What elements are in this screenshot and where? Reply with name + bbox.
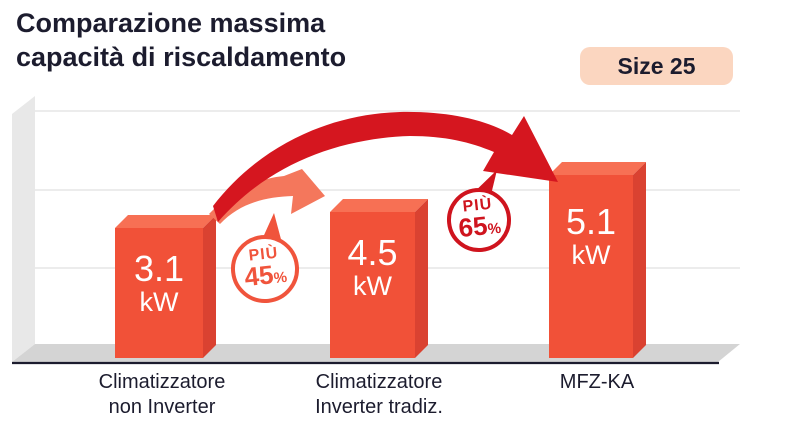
bar-non-inverter-top bbox=[115, 215, 216, 228]
bar-mfz-ka bbox=[549, 162, 646, 358]
page-title-line2: capacità di riscaldamento bbox=[16, 42, 347, 72]
increase-arrow-big bbox=[213, 111, 558, 222]
size-badge-label: Size 25 bbox=[617, 52, 696, 79]
category-label-inverter-tradiz-line2: Inverter tradiz. bbox=[315, 396, 443, 418]
increase-arrow-small bbox=[209, 169, 325, 224]
bar-mfz-ka-front bbox=[549, 175, 633, 358]
bar-non-inverter-side bbox=[203, 215, 216, 358]
badge-piu-65-number: 65% bbox=[456, 209, 502, 244]
badge-piu-45-sym: % bbox=[272, 268, 288, 287]
category-label-mfz-ka-line1: MFZ-KA bbox=[559, 371, 635, 393]
category-label-non-inverter: Climatizzatore non Inverter bbox=[42, 370, 282, 420]
chart-left-wall bbox=[12, 96, 35, 362]
badge-piu-65-sym: % bbox=[486, 219, 502, 238]
bar-non-inverter-front bbox=[115, 228, 203, 358]
page-title-line1: Comparazione massima bbox=[16, 8, 326, 38]
size-badge: Size 25 bbox=[580, 47, 733, 85]
bar-non-inverter-unit: kW bbox=[139, 287, 179, 317]
bar-inverter-tradiz-value: 4.5 kW bbox=[330, 234, 415, 301]
category-label-non-inverter-line2: non Inverter bbox=[108, 396, 216, 418]
bar-non-inverter-kw: 3.1 bbox=[133, 248, 185, 289]
bar-inverter-tradiz-side bbox=[415, 199, 428, 358]
bar-mfz-ka-top bbox=[549, 162, 646, 175]
bar-mfz-ka-unit: kW bbox=[571, 240, 611, 270]
bar-inverter-tradiz bbox=[330, 199, 428, 358]
bar-mfz-ka-kw: 5.1 bbox=[565, 201, 617, 242]
badge-piu-45-number: 45% bbox=[242, 258, 288, 293]
category-label-non-inverter-line1: Climatizzatore bbox=[98, 371, 226, 393]
bar-inverter-tradiz-top bbox=[330, 199, 428, 212]
category-label-inverter-tradiz: Climatizzatore Inverter tradiz. bbox=[259, 370, 499, 420]
badge-piu-45-pct: 45 bbox=[242, 258, 275, 292]
bar-inverter-tradiz-kw: 4.5 bbox=[347, 232, 398, 273]
badge-piu-65-pct: 65 bbox=[456, 209, 489, 243]
page-title: Comparazione massima capacità di riscald… bbox=[16, 6, 346, 74]
category-label-inverter-tradiz-line1: Climatizzatore bbox=[315, 371, 443, 393]
bar-mfz-ka-value: 5.1 kW bbox=[549, 203, 633, 270]
bar-inverter-tradiz-unit: kW bbox=[353, 271, 392, 301]
bar-inverter-tradiz-front bbox=[330, 212, 415, 358]
category-label-mfz-ka: MFZ-KA bbox=[477, 370, 717, 395]
bar-non-inverter-value: 3.1 kW bbox=[115, 250, 203, 317]
bar-mfz-ka-side bbox=[633, 162, 646, 358]
bar-non-inverter bbox=[115, 215, 216, 358]
